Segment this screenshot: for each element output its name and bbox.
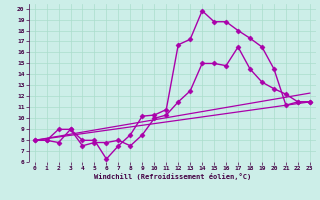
X-axis label: Windchill (Refroidissement éolien,°C): Windchill (Refroidissement éolien,°C) — [94, 173, 251, 180]
